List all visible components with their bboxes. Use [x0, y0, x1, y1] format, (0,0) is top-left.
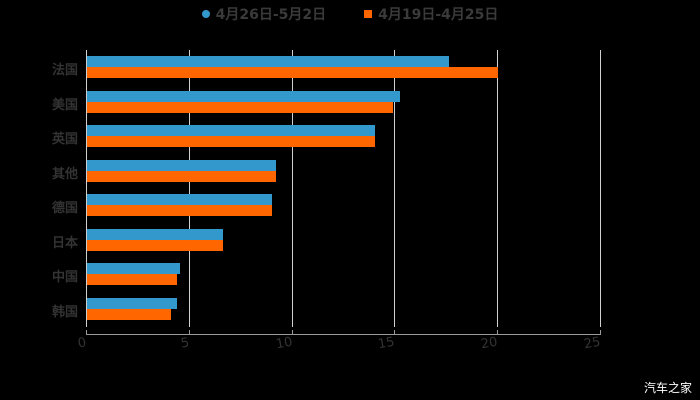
category-label: 英国 — [51, 132, 78, 147]
bar-series1[interactable] — [87, 194, 273, 205]
plot-area — [86, 50, 601, 327]
x-tick-label: 10 — [274, 334, 294, 353]
x-tick-label: 0 — [76, 335, 88, 352]
bar-series2[interactable] — [87, 67, 499, 78]
orange-square-icon — [364, 10, 373, 18]
bar-series1[interactable] — [87, 228, 223, 240]
grid-line — [292, 50, 293, 327]
bar-series2[interactable] — [87, 136, 375, 147]
category-label: 法国 — [51, 63, 78, 78]
category-label: 美国 — [51, 97, 78, 113]
x-tick — [189, 330, 190, 335]
legend: 4月26日-5月2日 4月19日-4月25日 — [0, 4, 700, 24]
category-label: 其他 — [51, 166, 78, 182]
bar-series2[interactable] — [87, 101, 394, 113]
bar-series2[interactable] — [87, 239, 223, 251]
category-label: 韩国 — [51, 304, 78, 320]
x-tick — [600, 330, 601, 335]
x-tick-label: 15 — [376, 334, 396, 353]
category-label: 中国 — [51, 270, 78, 285]
x-tick-label: 20 — [479, 334, 499, 353]
legend-label-series1: 4月26日-5月2日 — [215, 7, 327, 23]
legend-item-series2[interactable]: 4月19日-4月25日 — [364, 4, 498, 24]
bar-series2[interactable] — [87, 274, 178, 285]
x-tick — [86, 330, 87, 335]
category-label: 德国 — [51, 201, 78, 216]
x-tick-label: 25 — [582, 334, 602, 353]
category-label: 日本 — [51, 235, 78, 251]
legend-item-series1[interactable]: 4月26日-5月2日 — [201, 4, 327, 24]
grid-line — [600, 50, 601, 327]
bar-series1[interactable] — [87, 90, 400, 102]
x-tick — [292, 330, 293, 335]
x-axis-line — [86, 334, 600, 335]
legend-label-series2: 4月19日-4月25日 — [378, 7, 499, 23]
bar-series1[interactable] — [87, 159, 277, 171]
bar-series1[interactable] — [87, 56, 449, 67]
bar-series1[interactable] — [87, 263, 180, 274]
grid-line — [394, 50, 395, 327]
grid-line — [189, 50, 190, 327]
x-tick — [394, 330, 395, 335]
x-tick — [497, 330, 498, 335]
grid-line — [497, 50, 498, 327]
bar-series2[interactable] — [87, 308, 172, 320]
blue-dot-icon — [201, 10, 210, 18]
y-axis-line — [86, 50, 87, 327]
watermark: 汽车之家 — [643, 381, 692, 395]
bar-series2[interactable] — [87, 170, 277, 182]
bar-series1[interactable] — [87, 297, 178, 309]
bar-series1[interactable] — [87, 125, 375, 136]
bar-series2[interactable] — [87, 205, 273, 216]
x-tick-label: 5 — [179, 335, 191, 352]
